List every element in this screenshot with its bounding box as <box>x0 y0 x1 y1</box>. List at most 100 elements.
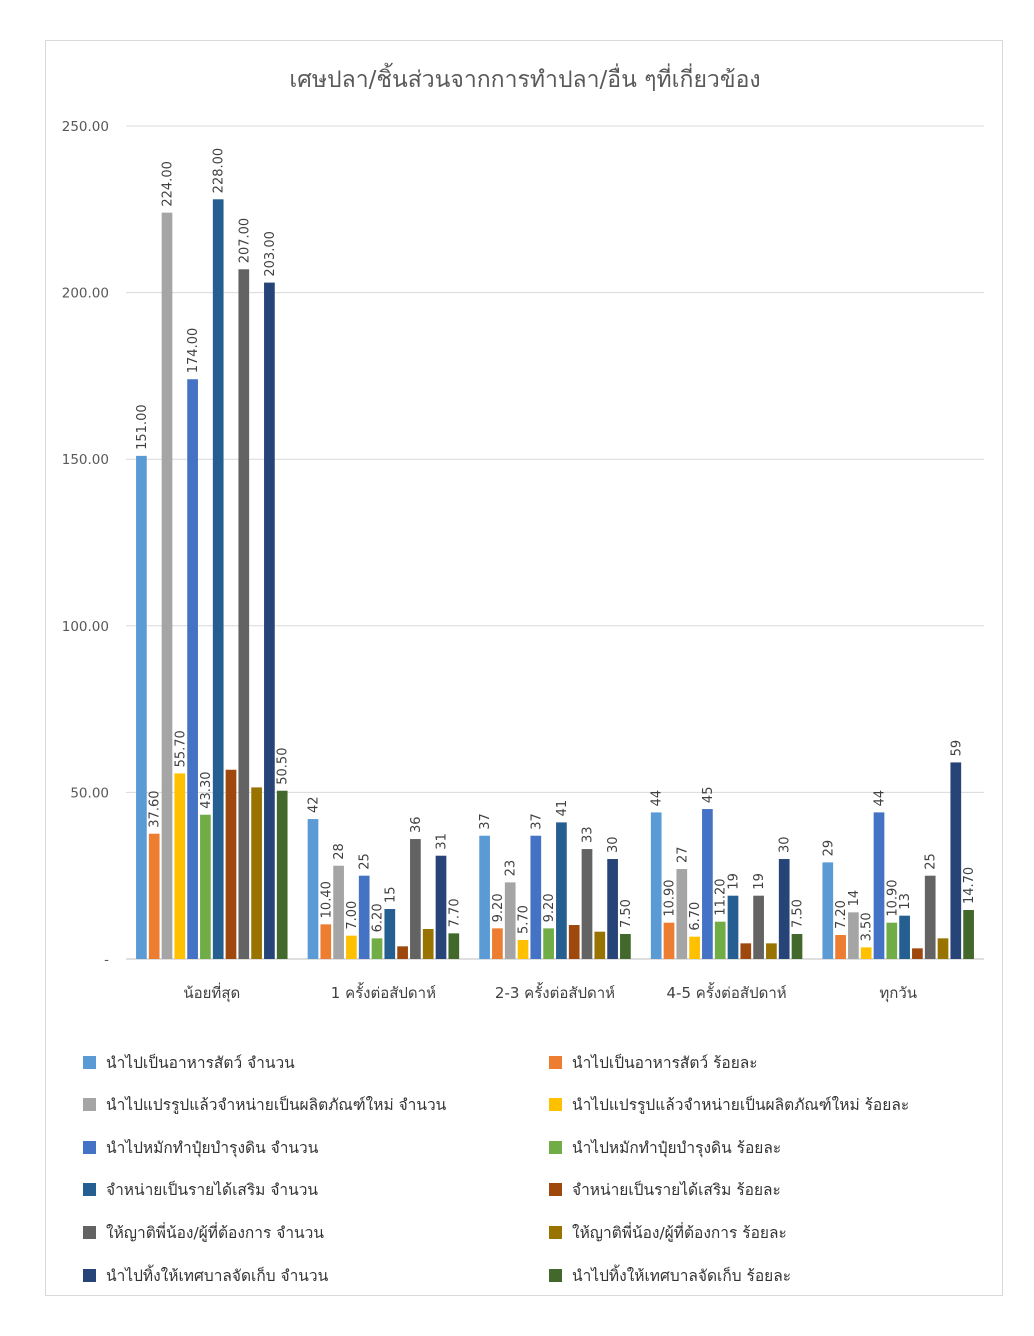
bar <box>766 943 777 959</box>
x-tick-label: น้อยที่สุด <box>183 982 240 1003</box>
legend-swatch <box>549 1140 562 1154</box>
bar-series <box>136 199 974 959</box>
bar <box>517 940 529 959</box>
data-label: 7.20 <box>834 900 849 929</box>
y-axis-ticks: - 50.00 100.00 150.00 200.00 250.00 <box>62 119 109 968</box>
bar <box>791 934 803 959</box>
legend-item: ให้ญาติพี่น้อง/ผู้ที่ต้องการ จำนวน <box>83 1221 324 1243</box>
bar <box>860 947 872 959</box>
bar <box>187 379 198 959</box>
data-label: 44 <box>650 790 665 807</box>
legend-item: นำไปแปรรูปแล้วจำหน่ายเป็นผลิตภัณฑ์ใหม่ จ… <box>83 1094 446 1116</box>
bar <box>148 833 160 959</box>
legend-swatch <box>549 1268 562 1282</box>
bar <box>963 910 974 959</box>
bar <box>581 849 593 959</box>
data-label: 13 <box>898 893 913 910</box>
bar <box>663 922 675 959</box>
data-label: 3.50 <box>860 912 875 941</box>
legend-label: จำหน่ายเป็นรายได้เสริม จำนวน <box>106 1181 318 1200</box>
bar <box>594 931 606 959</box>
bar <box>384 909 396 959</box>
chart-frame: เศษปลา/ชิ้นส่วนจากการทำปลา/อื่น ๆที่เกี่… <box>45 40 1003 1296</box>
bar <box>530 835 542 959</box>
data-label: 25 <box>924 853 939 870</box>
bar <box>200 814 211 959</box>
data-label: 43.30 <box>199 772 214 809</box>
bar <box>822 862 834 959</box>
data-label: 23 <box>504 860 519 877</box>
legend-label: จำหน่ายเป็นรายได้เสริม ร้อยละ <box>572 1181 781 1200</box>
data-label: 30 <box>606 836 621 853</box>
bar <box>650 812 662 959</box>
data-label: 7.70 <box>447 898 462 927</box>
bar <box>435 855 447 959</box>
bar <box>873 812 885 959</box>
data-label: 28 <box>332 843 347 860</box>
chart-title: เศษปลา/ชิ้นส่วนจากการทำปลา/อื่น ๆที่เกี่… <box>289 63 760 93</box>
data-label: 151.00 <box>135 404 150 450</box>
legend-label: นำไปเป็นอาหารสัตว์ จำนวน <box>106 1053 295 1072</box>
data-label: 33 <box>581 826 596 843</box>
legend-label: นำไปหมักทำปุ๋ยบำรุงดิน ร้อยละ <box>572 1138 782 1157</box>
data-label: 6.70 <box>688 902 703 931</box>
bar <box>886 922 898 959</box>
data-label: 7.00 <box>345 901 360 930</box>
bar <box>702 809 713 959</box>
bar <box>410 839 421 959</box>
data-label: 9.20 <box>542 893 557 922</box>
data-label: 10.90 <box>885 879 900 916</box>
bar <box>276 790 288 959</box>
y-tick-label: 200.00 <box>62 286 109 302</box>
bar <box>504 882 516 959</box>
legend-label: นำไปแปรรูปแล้วจำหน่ายเป็นผลิตภัณฑ์ใหม่ จ… <box>106 1096 447 1115</box>
legend-swatch <box>549 1225 562 1239</box>
bar <box>320 924 332 959</box>
data-label: 14.70 <box>962 867 977 904</box>
data-label: 27 <box>675 846 690 863</box>
bar <box>358 875 370 959</box>
legend-label: นำไปแปรรูปแล้วจำหน่ายเป็นผลิตภัณฑ์ใหม่ ร… <box>572 1096 910 1115</box>
legend-label: นำไปเป็นอาหารสัตว์ ร้อยละ <box>572 1053 758 1072</box>
data-label: 25 <box>358 853 373 870</box>
data-label: 30 <box>778 836 793 853</box>
data-label: 31 <box>435 833 450 850</box>
legend-swatch <box>83 1098 96 1112</box>
data-label: 42 <box>307 797 322 814</box>
bar <box>161 212 173 959</box>
data-label: 59 <box>949 740 964 757</box>
bar <box>333 865 344 959</box>
legend-swatch <box>83 1183 96 1197</box>
data-label: 15 <box>383 886 398 903</box>
data-label: 224.00 <box>161 161 176 207</box>
bar <box>174 773 186 959</box>
bar <box>714 921 726 959</box>
legend-item: นำไปทิ้งให้เทศบาลจัดเก็บ จำนวน <box>83 1264 328 1286</box>
y-tick-label: 250.00 <box>62 119 109 135</box>
legend-item: นำไปแปรรูปแล้วจำหน่ายเป็นผลิตภัณฑ์ใหม่ ร… <box>549 1094 909 1116</box>
data-label: 29 <box>821 840 836 857</box>
y-tick-label: 100.00 <box>62 619 109 635</box>
data-label: 45 <box>701 787 716 804</box>
data-label: 37 <box>529 813 544 830</box>
data-label: 19 <box>752 873 767 890</box>
data-label: 5.70 <box>517 905 532 934</box>
data-label: 203.00 <box>263 231 278 277</box>
bar <box>556 822 567 959</box>
legend-label: นำไปทิ้งให้เทศบาลจัดเก็บ จำนวน <box>106 1266 329 1285</box>
data-label: 37 <box>478 813 493 830</box>
legend-item: นำไปหมักทำปุ๋ยบำรุงดิน จำนวน <box>83 1136 318 1158</box>
data-label: 41 <box>555 800 570 817</box>
data-label: 228.00 <box>212 148 227 194</box>
bar <box>264 282 275 959</box>
y-tick-label: 150.00 <box>62 452 109 468</box>
legend-item: นำไปหมักทำปุ๋ยบำรุงดิน ร้อยละ <box>549 1136 781 1158</box>
bar <box>479 835 490 959</box>
bar <box>924 875 936 959</box>
bar <box>568 925 580 959</box>
bar <box>689 936 700 959</box>
bar <box>950 762 962 959</box>
data-label: 55.70 <box>173 730 188 767</box>
data-label: 36 <box>409 817 424 834</box>
data-label: 207.00 <box>237 218 252 264</box>
